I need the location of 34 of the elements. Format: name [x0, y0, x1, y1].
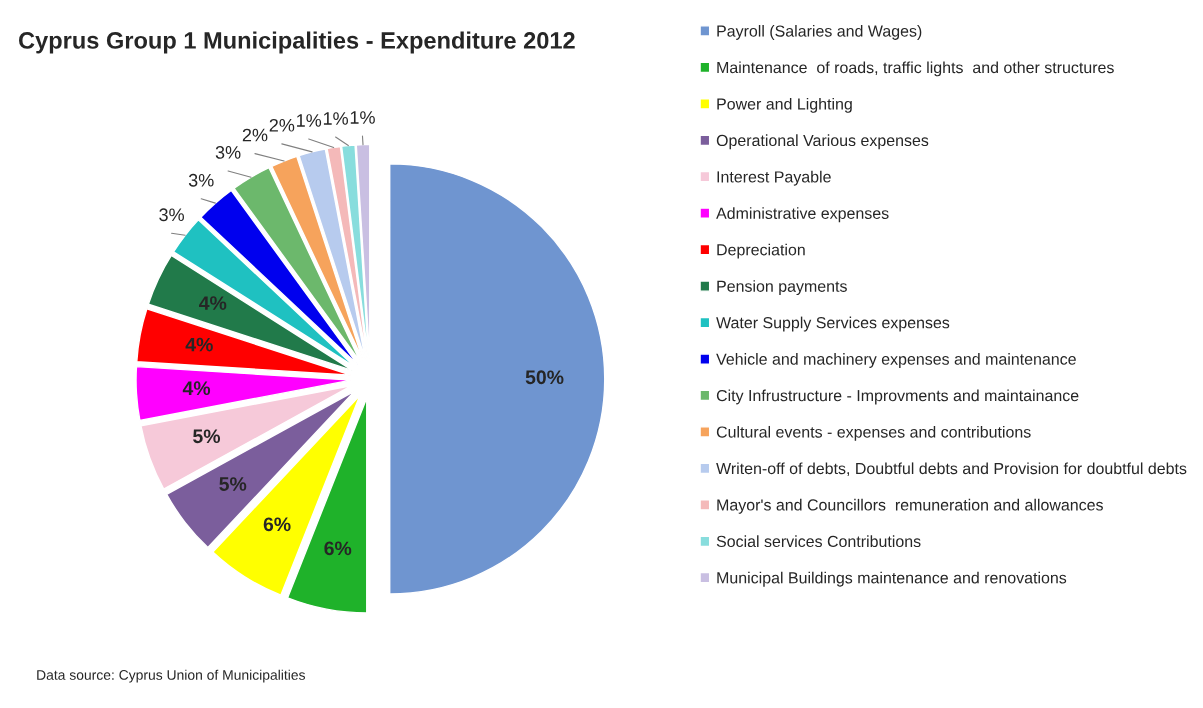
legend-label: Depreciation	[717, 243, 805, 259]
legend-label: Pension payments	[717, 280, 847, 296]
legend-label: Water Supply Services expenses	[716, 316, 950, 332]
data-label: 3%	[188, 173, 214, 187]
legend-label: City Infrustructure - Improvments and maintainance	[716, 389, 1079, 405]
chart-title: Cyprus Group 1 Municipalities - Expenditure 2012	[19, 31, 575, 54]
legend-label: Administrative expenses	[716, 207, 889, 223]
legend-label: Maintenance of roads, traffic lights and other structures	[717, 61, 1114, 77]
source-note: Data source: Cyprus Union of Municipalities	[37, 669, 305, 683]
legend-label: Payroll (Salaries and Wages)	[717, 24, 922, 40]
data-label: 1%	[297, 114, 322, 127]
data-label: 3%	[215, 146, 241, 159]
data-label: 6%	[263, 517, 291, 532]
legend-label: Social services Contributions	[716, 535, 921, 548]
legend-label: Municipal Buildings maintenance and renovations	[717, 571, 1067, 587]
data-label: 5%	[193, 429, 221, 444]
data-label: 50%	[525, 370, 564, 385]
legend-label: Interest Payable	[717, 170, 831, 186]
data-label: 3%	[159, 208, 184, 222]
data-label: 2%	[242, 128, 268, 142]
data-label: 6%	[324, 541, 352, 556]
data-label: 1%	[323, 112, 348, 125]
legend-label: Cultural events - expenses and contributions	[716, 425, 1031, 441]
legend-label: Vehicle and machinery expenses and maintenance	[716, 353, 1076, 368]
data-label: 4%	[185, 337, 213, 352]
data-label: 1%	[350, 111, 375, 124]
data-label: 4%	[199, 296, 227, 310]
data-label: 2%	[269, 118, 295, 132]
legend-label: Power and Lighting	[717, 97, 852, 113]
data-label: 4%	[182, 381, 211, 396]
legend-label: Mayor's and Councillors remuneration and allowances	[717, 498, 1103, 514]
legend-label: Operational Various expenses	[716, 134, 929, 150]
data-label: 5%	[219, 477, 247, 491]
legend-label: Writen-off of debts, Doubtful debts and Provision for doubtful debts	[716, 462, 1187, 477]
